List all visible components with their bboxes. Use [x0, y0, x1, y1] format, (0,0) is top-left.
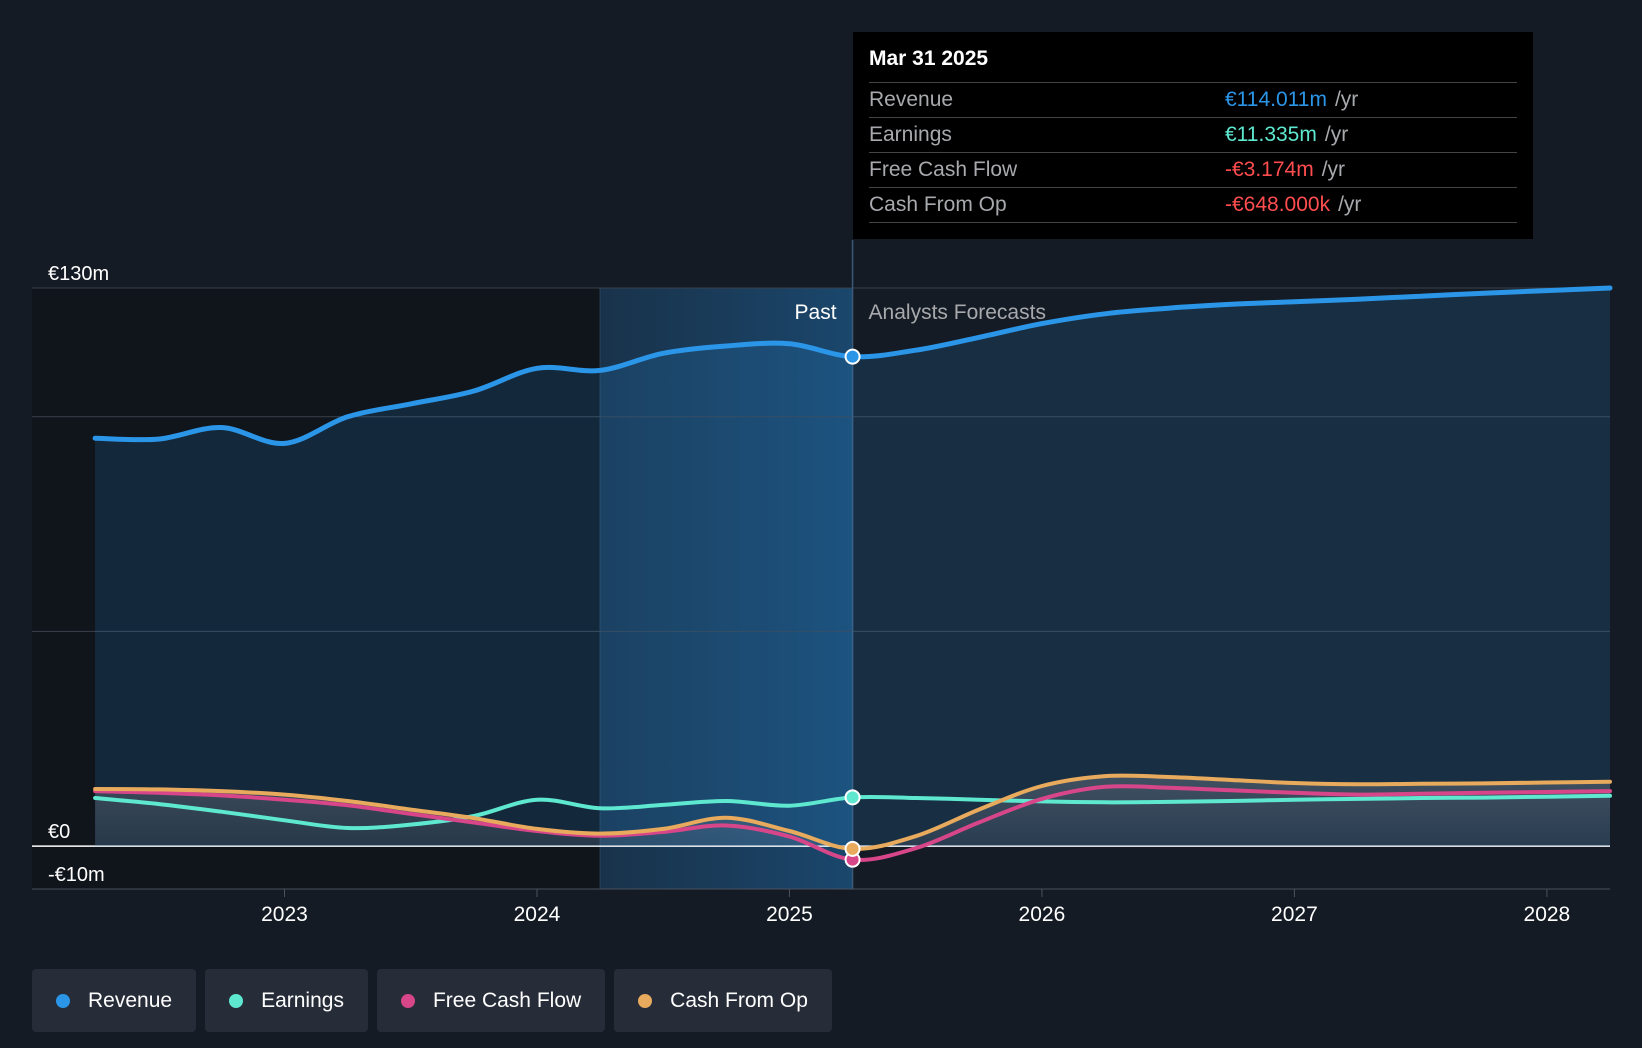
legend-dot-icon — [638, 993, 653, 1008]
tooltip-value: -€648.000k — [1225, 193, 1331, 216]
tooltip: Mar 31 2025 Revenue €114.011m /yr Earnin… — [853, 32, 1533, 239]
tooltip-unit: /yr — [1321, 158, 1346, 181]
tooltip-row-cash-from-op: Cash From Op -€648.000k /yr — [869, 187, 1517, 223]
tooltip-row-earnings: Earnings €11.335m /yr — [869, 117, 1517, 152]
x-tick-label: 2026 — [1019, 903, 1066, 926]
past-label: Past — [795, 301, 837, 324]
legend-label: Free Cash Flow — [432, 988, 582, 1012]
past-highlight-region — [600, 288, 853, 889]
tooltip-unit: /yr — [1338, 193, 1362, 216]
tooltip-date: Mar 31 2025 — [869, 47, 989, 70]
x-tick-label: 2024 — [514, 903, 561, 926]
tooltip-value: -€3.174m — [1225, 158, 1314, 181]
legend: Revenue Earnings Free Cash Flow Cash Fro… — [32, 969, 832, 1032]
tooltip-label: Revenue — [869, 88, 954, 111]
tooltip-label: Cash From Op — [869, 193, 1007, 216]
x-tick-label: 2023 — [261, 903, 308, 926]
forecast-label: Analysts Forecasts — [869, 301, 1046, 324]
y-tick-label: -€10m — [48, 864, 105, 886]
legend-label: Cash From Op — [670, 988, 808, 1012]
series-line-revenue — [92, 285, 1613, 446]
tooltip-unit: /yr — [1334, 88, 1359, 111]
tooltip-value: €11.335m — [1225, 123, 1317, 146]
tooltip-label: Earnings — [869, 123, 952, 146]
legend-item-revenue[interactable]: Revenue — [32, 969, 197, 1032]
legend-item-free-cash-flow[interactable]: Free Cash Flow — [376, 969, 606, 1032]
x-tick-label: 2028 — [1524, 903, 1571, 926]
y-tick-label: €0 — [48, 821, 70, 843]
legend-dot-icon — [400, 993, 415, 1008]
marker-cfo — [844, 840, 861, 857]
marker-earnings — [844, 789, 861, 806]
tooltip-label: Free Cash Flow — [869, 158, 1018, 181]
tooltip-row-free-cash-flow: Free Cash Flow -€3.174m /yr — [869, 152, 1517, 187]
legend-item-cash-from-op[interactable]: Cash From Op — [614, 969, 832, 1032]
marker-revenue — [844, 348, 861, 365]
legend-dot-icon — [229, 993, 244, 1008]
y-tick-label: €130m — [48, 263, 109, 285]
legend-label: Earnings — [261, 988, 344, 1012]
tooltip-row-revenue: Revenue €114.011m /yr — [869, 82, 1517, 117]
legend-item-earnings[interactable]: Earnings — [205, 969, 368, 1032]
legend-dot-icon — [56, 993, 70, 1008]
x-tick-label: 2027 — [1271, 903, 1318, 926]
legend-label: Revenue — [88, 988, 173, 1012]
tooltip-value: €114.011m — [1225, 88, 1327, 111]
tooltip-unit: /yr — [1324, 123, 1349, 146]
revenue-area — [95, 288, 1610, 847]
x-tick-label: 2025 — [766, 903, 813, 926]
cash-flow-area — [95, 775, 1610, 849]
